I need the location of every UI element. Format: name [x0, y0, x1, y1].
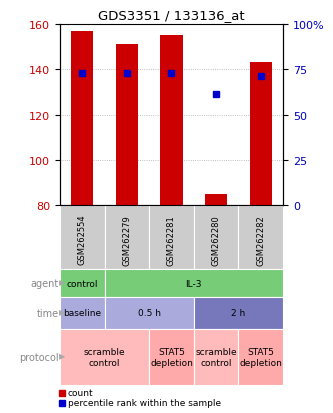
Bar	[71, 31, 93, 206]
Text: time: time	[37, 308, 59, 318]
Bar	[60, 269, 105, 297]
Bar	[194, 206, 238, 269]
Text: baseline: baseline	[63, 309, 101, 318]
Bar	[194, 297, 283, 329]
Bar	[105, 269, 283, 297]
Text: scramble
control: scramble control	[195, 347, 237, 367]
Text: GSM262281: GSM262281	[167, 214, 176, 265]
Bar	[60, 206, 105, 269]
Bar	[238, 329, 283, 385]
Bar	[105, 297, 194, 329]
Text: GSM262280: GSM262280	[211, 214, 221, 265]
Text: count: count	[68, 388, 93, 397]
Title: GDS3351 / 133136_at: GDS3351 / 133136_at	[98, 9, 245, 22]
Text: GSM262554: GSM262554	[78, 214, 87, 265]
Text: protocol: protocol	[19, 352, 59, 362]
Bar	[60, 297, 105, 329]
Text: STAT5
depletion: STAT5 depletion	[239, 347, 282, 367]
Bar	[238, 206, 283, 269]
Text: control: control	[67, 279, 98, 288]
Text: scramble
control: scramble control	[84, 347, 125, 367]
Bar	[60, 329, 149, 385]
Bar	[105, 206, 149, 269]
Text: percentile rank within the sample: percentile rank within the sample	[68, 398, 221, 407]
Text: 2 h: 2 h	[231, 309, 245, 318]
Bar	[194, 329, 238, 385]
Text: IL-3: IL-3	[185, 279, 202, 288]
Text: 0.5 h: 0.5 h	[138, 309, 161, 318]
Text: GSM262279: GSM262279	[122, 214, 132, 265]
Bar	[249, 63, 272, 206]
Bar	[205, 195, 227, 206]
Text: agent: agent	[31, 278, 59, 288]
Text: STAT5
depletion: STAT5 depletion	[150, 347, 193, 367]
Bar	[149, 329, 194, 385]
Bar	[116, 45, 138, 206]
Text: GSM262282: GSM262282	[256, 214, 265, 265]
Bar	[161, 36, 182, 206]
Bar	[149, 206, 194, 269]
